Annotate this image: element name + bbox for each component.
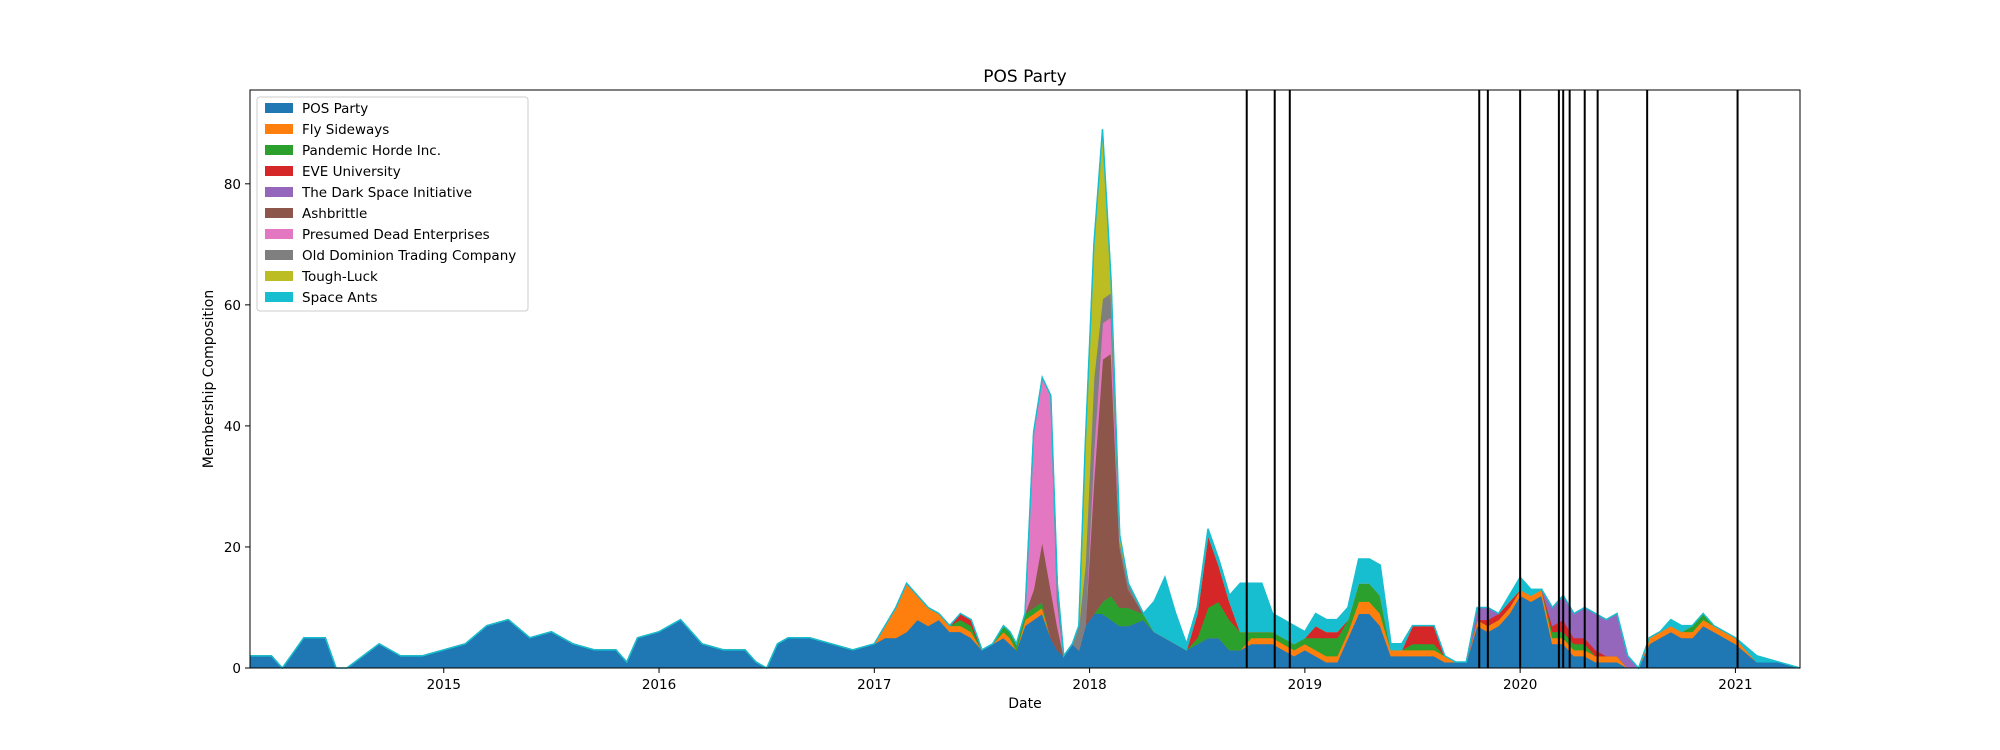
x-tick-label-2018: 2018 [1072,677,1106,693]
legend-label-presumed-dead-enterprises: Presumed Dead Enterprises [302,227,490,243]
legend-swatch-eve-university [265,166,293,176]
x-axis-label: Date [1008,696,1041,712]
x-tick-label-2015: 2015 [427,677,461,693]
legend-swatch-tough-luck [265,271,293,281]
y-axis-label: Membership Composition [201,290,217,468]
legend-swatch-old-dominion-trading-company [265,250,293,260]
y-tick-label-40: 40 [224,419,241,435]
legend-label-the-dark-space-initiative: The Dark Space Initiative [301,185,472,201]
legend-label-fly-sideways: Fly Sideways [302,122,389,138]
legend-swatch-pandemic-horde-inc [265,145,293,155]
legend-swatch-the-dark-space-initiative [265,187,293,197]
legend-label-eve-university: EVE University [302,164,401,180]
legend-label-pandemic-horde-inc: Pandemic Horde Inc. [302,143,441,159]
y-tick-label-20: 20 [224,540,241,556]
total-outline [250,129,1801,670]
y-tick-label-60: 60 [224,298,241,314]
y-tick-label-80: 80 [224,177,241,193]
y-tick-label-0: 0 [232,661,241,677]
legend-label-old-dominion-trading-company: Old Dominion Trading Company [302,248,516,264]
legend-swatch-pos-party [265,103,293,113]
x-axis-ticks: 2015 2016 2017 2018 2019 2020 2021 [427,668,1753,693]
chart-title: POS Party [983,67,1066,87]
legend-label-tough-luck: Tough-Luck [301,269,378,285]
x-tick-label-2021: 2021 [1718,677,1752,693]
legend-label-space-ants: Space Ants [302,290,378,306]
x-tick-label-2016: 2016 [642,677,676,693]
legend-frame [256,96,529,312]
legend-swatch-fly-sideways [265,124,293,134]
legend-swatch-ashbrittle [265,208,293,218]
plot-frame [249,89,1801,669]
legend-label-pos-party: POS Party [302,101,368,117]
legend-label-ashbrittle: Ashbrittle [302,206,367,222]
x-tick-label-2017: 2017 [857,677,891,693]
legend-swatch-presumed-dead-enterprises [265,229,293,239]
vertical-markers [1245,90,1739,668]
legend-swatch-space-ants [265,292,293,302]
y-axis-ticks: 0 20 40 60 80 [224,177,250,677]
legend-items: POS Party Fly Sideways Pandemic Horde Inc.… [265,101,516,306]
legend: POS Party Fly Sideways Pandemic Horde Inc.… [256,96,529,312]
x-tick-label-2020: 2020 [1503,677,1537,693]
x-tick-label-2019: 2019 [1288,677,1322,693]
